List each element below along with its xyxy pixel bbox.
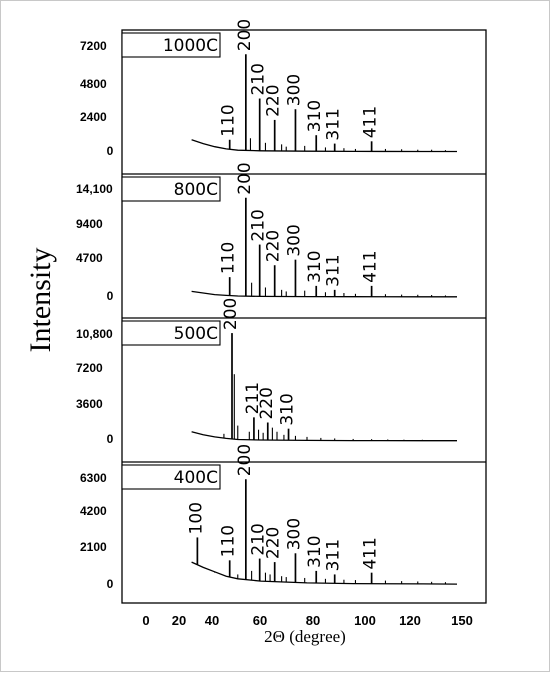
x-axis-label: 2Θ (degree) — [264, 627, 346, 646]
x-tick-label: 100 — [354, 613, 376, 628]
peak-label-200: 200 — [235, 19, 255, 51]
y-tick-label: 2100 — [80, 540, 107, 554]
peak-label-411: 411 — [361, 106, 381, 138]
panel-label-box — [121, 176, 221, 202]
peak-label-310: 310 — [305, 250, 325, 282]
y-tick-label: 3600 — [76, 397, 103, 411]
panel-label: 1000C — [163, 36, 218, 56]
y-tick-label: 7200 — [80, 39, 107, 53]
panel-label-box — [121, 32, 221, 58]
peak-label-110: 110 — [219, 525, 239, 557]
peak-label-311: 311 — [324, 539, 344, 571]
peak-label-211: 211 — [243, 382, 263, 414]
peak-label-200: 200 — [221, 298, 241, 330]
peak-label-100: 100 — [186, 502, 206, 534]
peak-label-110: 110 — [219, 104, 239, 136]
x-tick-label: 20 — [172, 613, 186, 628]
y-tick-label: 10,800 — [76, 327, 113, 341]
x-tick-label: 0 — [142, 613, 149, 628]
panel-label-box — [121, 464, 221, 490]
y-tick-label: 7200 — [76, 361, 103, 375]
y-tick-label: 14,100 — [76, 182, 113, 196]
peak-label-310: 310 — [305, 100, 325, 132]
peak-label-310: 310 — [305, 535, 325, 567]
baseline-curve — [191, 290, 457, 298]
x-tick-label: 80 — [306, 613, 320, 628]
plot-border — [121, 29, 487, 604]
panel-label: 400C — [174, 468, 218, 488]
peak-label-210: 210 — [249, 523, 269, 555]
peak-label-200: 200 — [235, 162, 255, 194]
peak-label-210: 210 — [249, 209, 269, 241]
baseline-curve — [191, 561, 458, 585]
peak-label-220: 220 — [264, 84, 284, 116]
peak-label-200: 200 — [235, 444, 255, 476]
y-tick-label: 0 — [107, 289, 114, 303]
peak-label-411: 411 — [361, 537, 381, 569]
y-tick-label: 0 — [107, 432, 114, 446]
peak-label-210: 210 — [249, 63, 269, 95]
peak-label-220: 220 — [257, 387, 277, 419]
peak-label-311: 311 — [324, 254, 344, 286]
x-tick-label: 120 — [399, 613, 421, 628]
peak-label-300: 300 — [284, 518, 304, 550]
baseline-curve — [191, 431, 457, 442]
y-tick-label: 4200 — [80, 504, 107, 518]
peak-label-300: 300 — [284, 74, 304, 106]
peak-label-220: 220 — [264, 527, 284, 559]
y-tick-label: 9400 — [76, 217, 103, 231]
y-tick-label: 4800 — [80, 77, 107, 91]
peak-label-311: 311 — [324, 108, 344, 140]
peak-label-110: 110 — [219, 242, 239, 274]
peak-label-300: 300 — [284, 224, 304, 256]
x-tick-label: 40 — [205, 613, 219, 628]
peak-label-310: 310 — [278, 393, 298, 425]
x-tick-label: 150 — [451, 613, 473, 628]
x-ticks-group: 0 20 40 60 80 100 120 150 — [142, 613, 472, 628]
y-tick-label: 6300 — [80, 471, 107, 485]
panel-label: 500C — [174, 324, 218, 344]
baseline-curve — [191, 139, 457, 153]
y-tick-label: 0 — [107, 144, 114, 158]
panel-label-box — [121, 320, 221, 346]
x-tick-label: 60 — [253, 613, 267, 628]
y-tick-label: 2400 — [80, 110, 107, 124]
y-axis-label: Intensity — [24, 248, 57, 353]
peak-label-411: 411 — [361, 250, 381, 282]
y-tick-label: 4700 — [76, 251, 103, 265]
y-tick-label: 0 — [107, 577, 114, 591]
panel-label: 800C — [174, 180, 218, 200]
peak-label-220: 220 — [264, 230, 284, 262]
